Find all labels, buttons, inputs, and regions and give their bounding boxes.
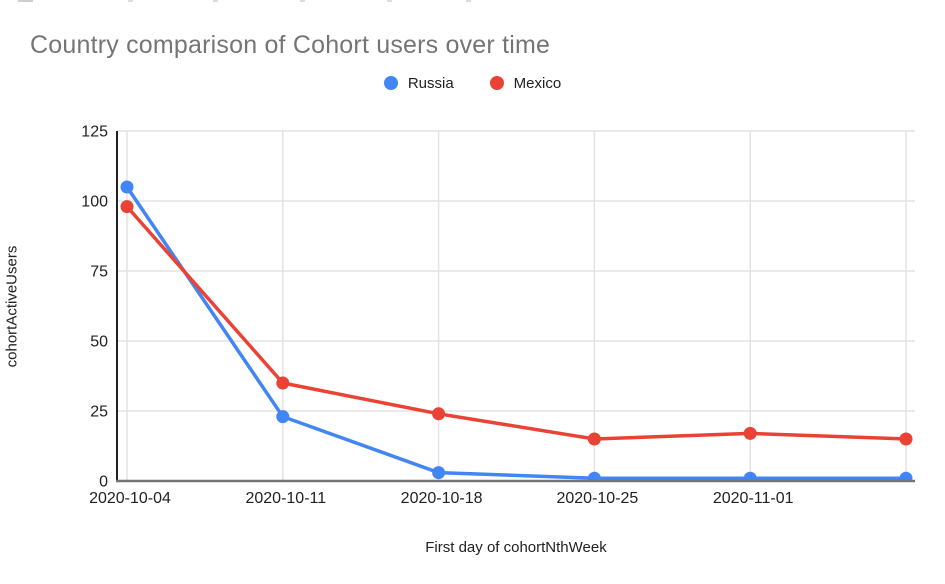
x-tick-label: 2020-11-01 xyxy=(713,490,794,507)
y-axis-title: cohortActiveUsers xyxy=(3,245,21,368)
legend-item-russia: Russia xyxy=(383,74,454,92)
x-tick-label: 2020-10-04 xyxy=(89,490,171,507)
x-tick-label: 2020-10-18 xyxy=(401,490,483,507)
y-tick-label: 100 xyxy=(81,194,108,211)
y-tick-label: 25 xyxy=(90,404,108,421)
y-tick-label: 75 xyxy=(90,264,108,281)
chart-legend: Russia Mexico xyxy=(0,72,945,94)
legend-item-mexico: Mexico xyxy=(489,74,562,92)
legend-label: Russia xyxy=(407,74,454,92)
data-point-mexico xyxy=(899,432,913,446)
y-tick-label: 0 xyxy=(99,474,108,491)
y-tick-label: 50 xyxy=(90,334,108,351)
chart-title: Country comparison of Cohort users over … xyxy=(30,31,551,59)
data-point-russia xyxy=(743,471,757,481)
x-axis-title: First day of cohortNthWeek xyxy=(425,539,607,556)
series-line-mexico xyxy=(125,205,907,441)
series-line-russia xyxy=(125,186,906,480)
y-tick-label: 125 xyxy=(81,124,108,141)
top-edge-artifact xyxy=(213,0,218,2)
top-edge-artifact xyxy=(300,0,305,2)
series-mexico xyxy=(120,200,913,446)
x-tick-label: 2020-10-11 xyxy=(245,490,326,507)
legend-label: Mexico xyxy=(513,74,562,92)
top-edge-artifact xyxy=(18,0,33,2)
data-point-russia xyxy=(120,180,134,194)
data-point-russia xyxy=(899,471,913,481)
data-point-mexico xyxy=(587,432,601,446)
data-point-mexico xyxy=(120,200,134,214)
top-edge-artifact xyxy=(387,0,392,2)
legend-dot-icon xyxy=(383,76,398,90)
data-point-russia xyxy=(432,466,446,480)
data-point-mexico xyxy=(276,376,290,390)
data-point-russia xyxy=(587,471,601,481)
top-edge-artifact xyxy=(128,0,133,2)
x-tick-label: 2020-10-25 xyxy=(556,490,638,507)
data-point-mexico xyxy=(743,426,757,440)
top-edge-artifact xyxy=(466,0,471,2)
data-point-mexico xyxy=(432,407,446,421)
series-russia xyxy=(120,180,913,481)
data-point-russia xyxy=(276,410,290,424)
legend-dot-icon xyxy=(489,76,504,90)
